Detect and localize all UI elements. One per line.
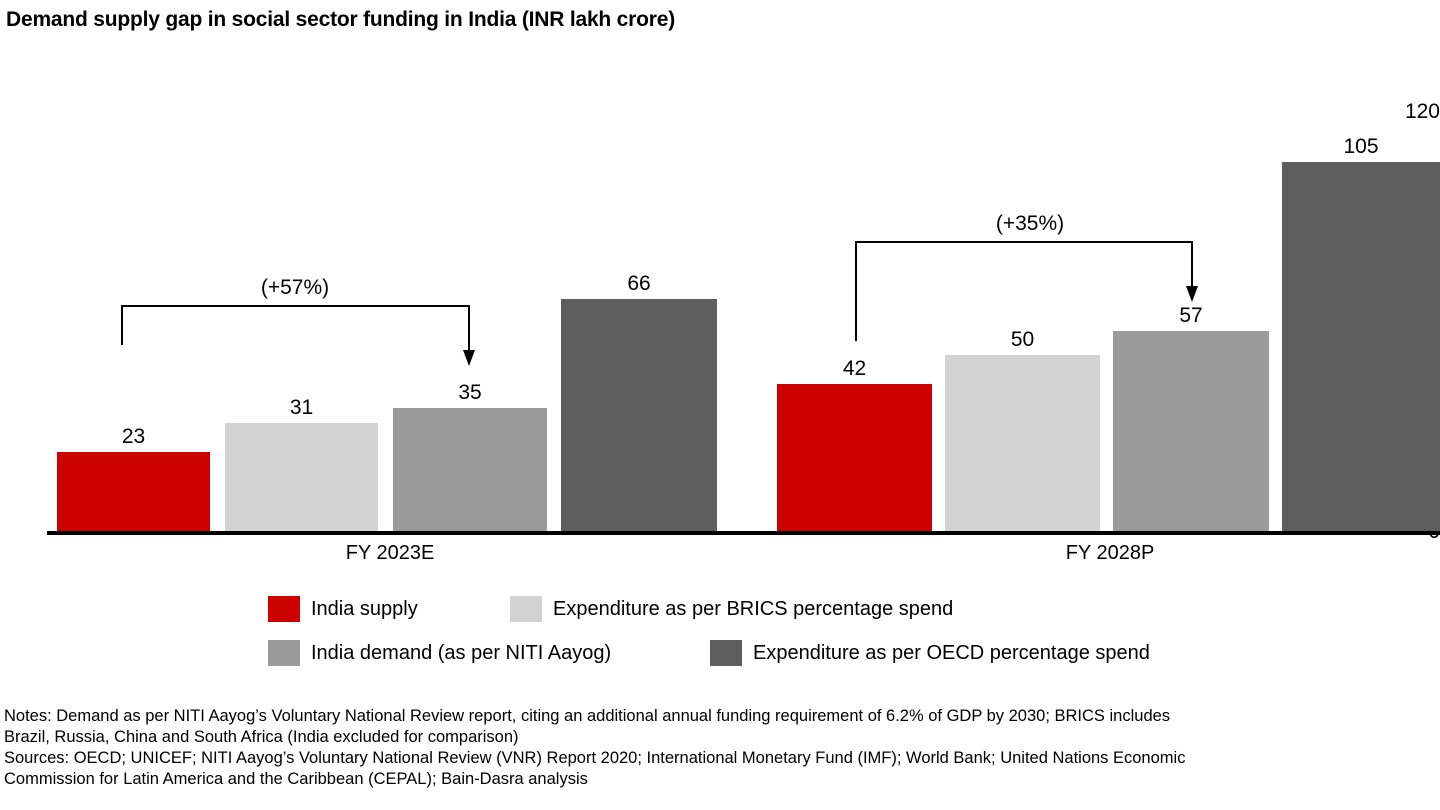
legend-item-oecd-expenditure[interactable]: Expenditure as per OECD percentage spend <box>710 640 1150 666</box>
bar-fy2028p-oecd-expenditure[interactable] <box>1282 162 1440 531</box>
legend-label-brics-expenditure: Expenditure as per BRICS percentage spen… <box>553 598 954 620</box>
legend-label-india-demand: India demand (as per NITI Aayog) <box>311 642 612 664</box>
bar-fy2023e-india-demand[interactable] <box>393 408 547 531</box>
bar-fy2028p-brics-expenditure[interactable] <box>945 355 1100 531</box>
bar-value-label: 50 <box>1010 328 1035 351</box>
bar-fy2023e-india-supply[interactable] <box>57 452 210 531</box>
legend-item-india-demand[interactable]: India demand (as per NITI Aayog) <box>268 640 710 666</box>
bar-value-label: 66 <box>627 272 651 295</box>
legend: India supply Expenditure as per BRICS pe… <box>268 592 1168 670</box>
bar-value-label: 35 <box>458 381 482 404</box>
legend-item-brics-expenditure[interactable]: Expenditure as per BRICS percentage spen… <box>510 596 953 622</box>
bar-value-label: 23 <box>121 425 146 448</box>
x-axis-category-fy2023e: FY 2023E <box>345 542 435 564</box>
legend-row-2: India demand (as per NITI Aayog) Expendi… <box>268 636 1168 670</box>
legend-swatch-oecd-expenditure <box>710 640 742 666</box>
legend-label-india-supply: India supply <box>311 598 418 620</box>
page-title: Demand supply gap in social sector fundi… <box>6 8 676 31</box>
bar-value-label: 42 <box>842 357 867 380</box>
bar-fy2023e-brics-expenditure[interactable] <box>225 423 378 531</box>
x-axis-line <box>47 531 1440 535</box>
growth-annotation-label-first: (+57%) <box>260 276 330 299</box>
legend-swatch-india-supply <box>268 596 300 622</box>
legend-label-oecd-expenditure: Expenditure as per OECD percentage spend <box>753 642 1150 664</box>
sources-line-1: Sources: OECD; UNICEF; NITI Aayog’s Volu… <box>4 749 1186 767</box>
legend-swatch-brics-expenditure <box>510 596 542 622</box>
x-axis-category-fy2028p: FY 2028P <box>1065 542 1155 564</box>
bar-value-label: 57 <box>1179 304 1203 327</box>
footnotes: Notes: Demand as per NITI Aayog’s Volunt… <box>4 706 1438 790</box>
y-axis-tick-120: 120 <box>1404 100 1440 123</box>
bar-value-label: 31 <box>289 396 314 419</box>
legend-swatch-india-demand <box>268 640 300 666</box>
legend-item-india-supply[interactable]: India supply <box>268 596 510 622</box>
growth-annotation-label-second: (+35%) <box>995 212 1065 235</box>
bar-fy2028p-india-demand[interactable] <box>1113 331 1269 531</box>
bar-fy2023e-oecd-expenditure[interactable] <box>561 299 717 531</box>
bar-fy2028p-india-supply[interactable] <box>777 384 932 531</box>
legend-row-1: India supply Expenditure as per BRICS pe… <box>268 592 1168 626</box>
growth-annotation-arrow-second <box>855 241 1198 341</box>
growth-annotation-arrow-first <box>121 305 475 366</box>
notes-line-2: Brazil, Russia, China and South Africa (… <box>4 728 519 746</box>
sources-line-2: Commission for Latin America and the Car… <box>4 770 588 788</box>
bar-value-label: 105 <box>1343 135 1379 158</box>
notes-line-1: Notes: Demand as per NITI Aayog’s Volunt… <box>4 707 1171 725</box>
